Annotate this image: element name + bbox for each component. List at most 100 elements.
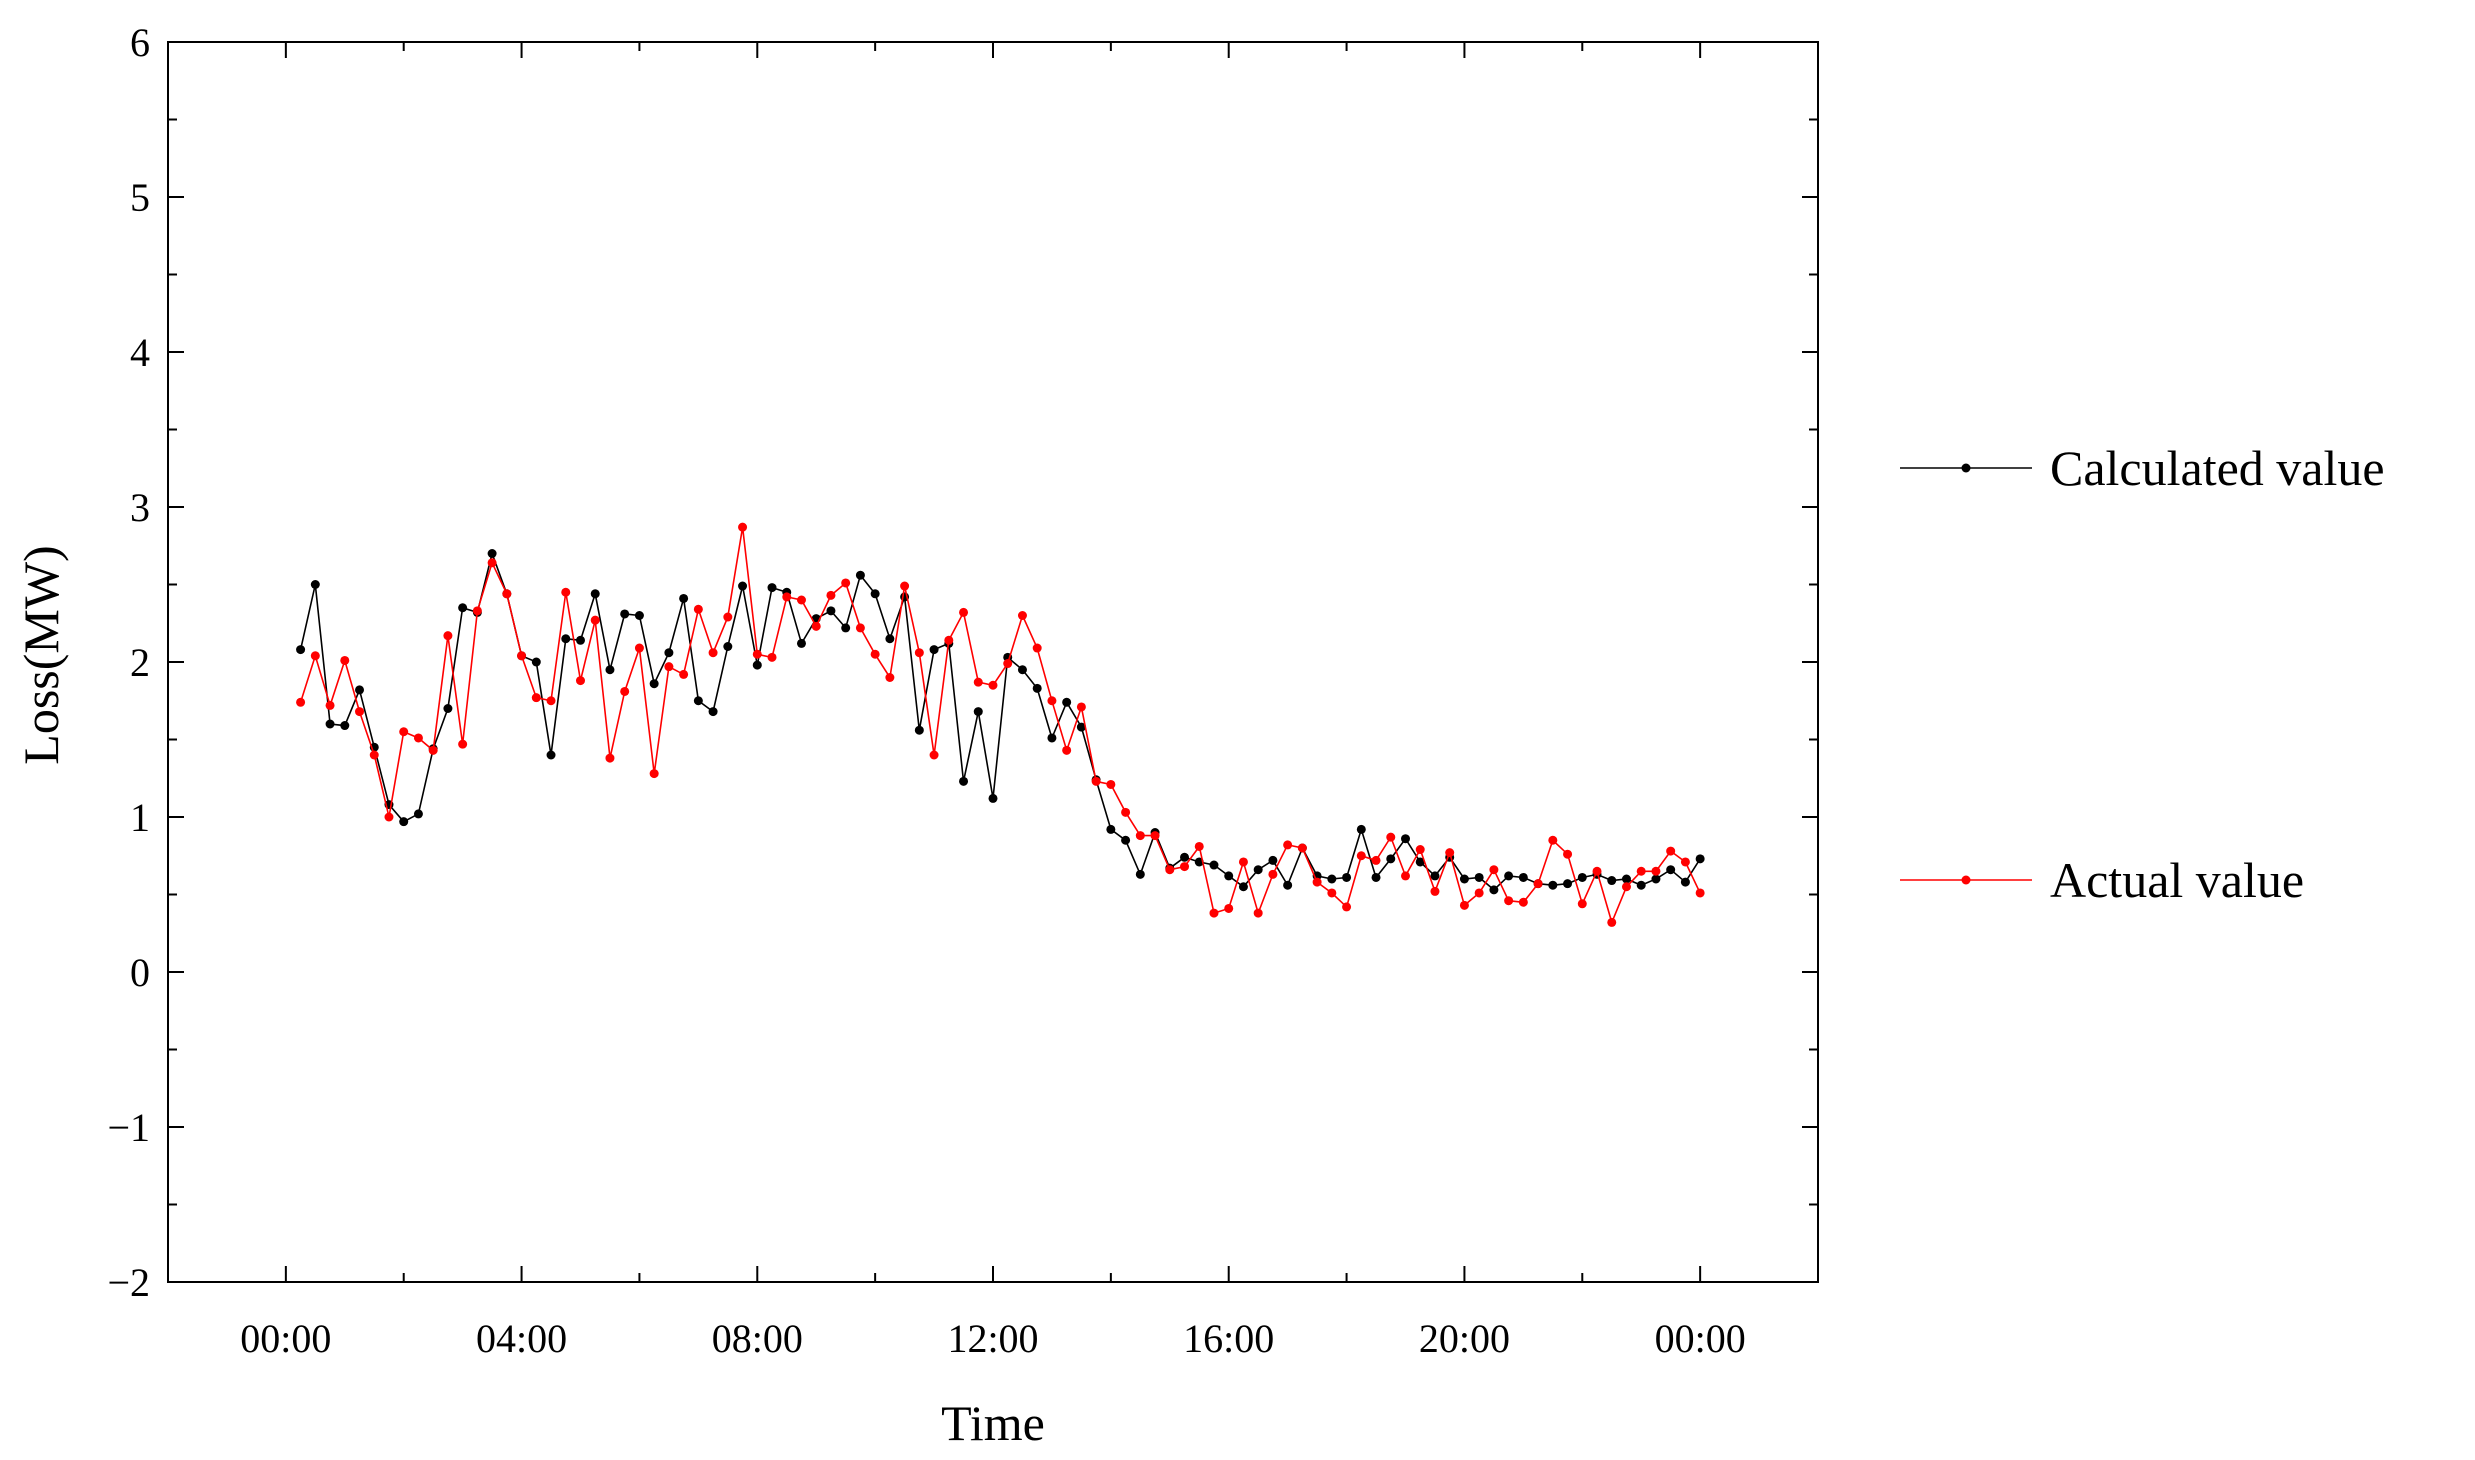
data-point-calculated-value <box>826 606 836 616</box>
data-point-actual-value <box>531 693 541 703</box>
data-point-actual-value <box>1032 643 1042 653</box>
data-point-actual-value <box>1430 886 1440 896</box>
series-calculated-value <box>296 549 1705 895</box>
data-point-actual-value <box>634 643 644 653</box>
data-point-actual-value <box>502 589 512 599</box>
data-point-actual-value <box>1121 807 1131 817</box>
x-axis: 00:00 04:00 08:00 12:00 16:00 20:00 00:00 <box>167 42 1819 1361</box>
data-point-actual-value <box>826 590 836 600</box>
data-point-actual-value <box>1283 840 1293 850</box>
data-point-calculated-value <box>1238 882 1248 892</box>
legend-marker-calculated-value <box>1961 463 1971 473</box>
data-point-actual-value <box>900 581 910 591</box>
data-point-calculated-value <box>561 634 571 644</box>
data-point-calculated-value <box>796 638 806 648</box>
data-point-actual-value <box>1459 900 1469 910</box>
data-point-actual-value <box>1047 696 1057 706</box>
data-point-actual-value <box>1592 866 1602 876</box>
data-point-calculated-value <box>1327 874 1337 884</box>
data-point-calculated-value <box>767 583 777 593</box>
data-point-calculated-value <box>664 648 674 658</box>
data-point-actual-value <box>664 662 674 672</box>
data-point-calculated-value <box>546 750 556 760</box>
data-point-actual-value <box>929 750 939 760</box>
x-axis-title: Time <box>941 1395 1045 1451</box>
data-point-actual-value <box>1680 857 1690 867</box>
data-point-actual-value <box>340 655 350 665</box>
data-point-calculated-value <box>399 817 409 827</box>
data-point-actual-value <box>458 739 468 749</box>
data-point-actual-value <box>1268 869 1278 879</box>
data-point-calculated-value <box>325 719 335 729</box>
data-point-actual-value <box>782 592 792 602</box>
data-point-calculated-value <box>679 593 689 603</box>
data-point-calculated-value <box>1548 880 1558 890</box>
data-point-calculated-value <box>487 549 497 558</box>
data-point-calculated-value <box>1135 869 1145 879</box>
data-point-actual-value <box>1312 877 1322 887</box>
data-point-actual-value <box>1150 831 1160 841</box>
data-point-actual-value <box>1651 866 1661 876</box>
data-point-calculated-value <box>1121 835 1131 845</box>
data-point-actual-value <box>1504 896 1514 906</box>
data-point-actual-value <box>767 652 777 662</box>
data-point-calculated-value <box>988 793 998 803</box>
x-tick-label: 12:00 <box>947 1316 1038 1361</box>
data-point-actual-value <box>1474 888 1484 898</box>
data-point-actual-value <box>752 649 762 659</box>
data-point-calculated-value <box>973 707 983 717</box>
data-point-calculated-value <box>590 589 600 599</box>
data-point-calculated-value <box>1209 860 1219 870</box>
data-point-actual-value <box>1666 846 1676 856</box>
data-point-calculated-value <box>576 635 585 645</box>
data-point-calculated-value <box>1577 872 1587 882</box>
data-point-actual-value <box>517 651 527 661</box>
legend-item-calculated-value: Calculated value <box>1900 440 2385 496</box>
data-point-calculated-value <box>355 685 365 695</box>
data-point-actual-value <box>1327 888 1337 898</box>
data-point-actual-value <box>1062 745 1072 755</box>
data-point-calculated-value <box>1636 880 1646 890</box>
data-point-calculated-value <box>1415 857 1425 867</box>
x-tick-label: 00:00 <box>1655 1316 1746 1361</box>
data-point-calculated-value <box>1062 697 1072 707</box>
data-point-actual-value <box>973 677 983 687</box>
data-point-actual-value <box>1209 908 1219 918</box>
data-point-actual-value <box>1253 908 1263 918</box>
data-point-calculated-value <box>1651 874 1661 884</box>
data-point-calculated-value <box>1563 879 1573 889</box>
data-point-actual-value <box>679 669 689 679</box>
data-point-actual-value <box>443 631 453 641</box>
data-point-actual-value <box>296 697 306 707</box>
data-point-actual-value <box>870 649 880 659</box>
y-tick-label: 6 <box>130 20 150 65</box>
data-point-actual-value <box>1135 831 1145 841</box>
data-point-calculated-value <box>1666 865 1676 875</box>
data-point-calculated-value <box>1180 852 1190 862</box>
data-point-calculated-value <box>841 623 851 633</box>
data-point-actual-value <box>1607 917 1617 927</box>
data-point-actual-value <box>472 606 482 616</box>
data-point-actual-value <box>693 604 703 614</box>
data-point-actual-value <box>325 700 335 710</box>
data-point-actual-value <box>1091 776 1101 786</box>
data-point-calculated-value <box>1106 824 1116 834</box>
x-tick-label: 20:00 <box>1419 1316 1510 1361</box>
data-point-actual-value <box>561 587 571 597</box>
data-point-actual-value <box>487 558 497 568</box>
data-point-actual-value <box>1356 851 1366 861</box>
data-point-actual-value <box>546 696 556 706</box>
data-point-actual-value <box>1636 866 1646 876</box>
y-tick-label: 2 <box>130 640 150 685</box>
data-point-actual-value <box>413 733 423 743</box>
data-point-calculated-value <box>458 603 468 613</box>
data-point-actual-value <box>399 727 409 737</box>
y-tick-label: 5 <box>130 175 150 220</box>
data-point-actual-value <box>384 812 394 822</box>
data-point-calculated-value <box>1430 871 1440 881</box>
data-point-actual-value <box>1415 845 1425 855</box>
x-tick-label: 00:00 <box>240 1316 331 1361</box>
data-point-calculated-value <box>649 679 659 689</box>
legend-item-actual-value: Actual value <box>1900 852 2304 908</box>
